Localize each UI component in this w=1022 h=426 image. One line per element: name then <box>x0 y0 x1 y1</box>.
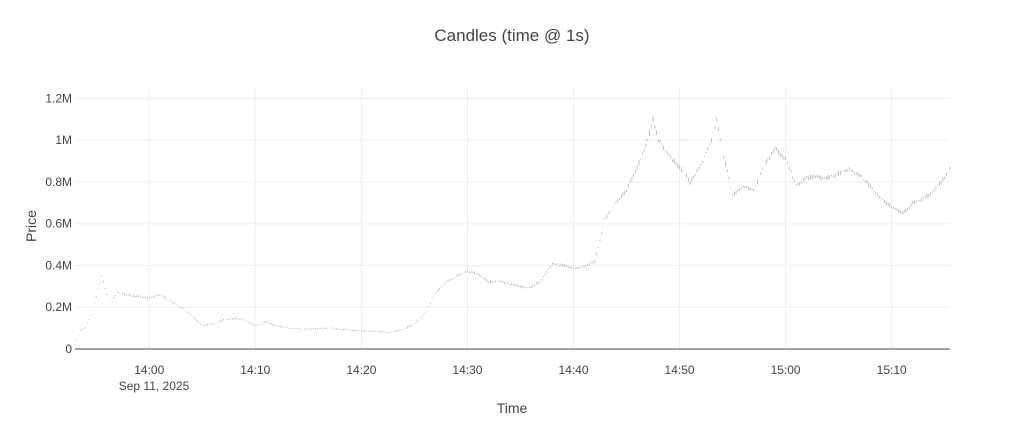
x-tick-label: 14:00 <box>134 363 164 377</box>
x-axis-title: Time <box>497 400 528 416</box>
x-tick-label: 15:10 <box>877 363 907 377</box>
candles-layer <box>74 116 951 346</box>
x-tick-label: 14:40 <box>558 363 588 377</box>
x-tick-label: 14:10 <box>240 363 270 377</box>
x-tick-label: 15:00 <box>771 363 801 377</box>
x-tick-label: 14:30 <box>452 363 482 377</box>
x-tick-label: 14:20 <box>346 363 376 377</box>
x-tick-label: 14:50 <box>665 363 695 377</box>
y-tick-label: 1M <box>55 133 72 147</box>
y-axis-ticks: 0 0.2M 0.4M 0.6M 0.8M 1M 1.2M <box>45 91 72 356</box>
y-tick-label: 0.4M <box>45 258 72 272</box>
x-date-label: Sep 11, 2025 <box>119 379 190 393</box>
y-tick-label: 1.2M <box>45 91 72 105</box>
y-tick-label: 0.6M <box>45 217 72 231</box>
y-tick-label: 0.8M <box>45 175 72 189</box>
gridlines <box>75 88 950 349</box>
y-tick-label: 0 <box>65 342 72 356</box>
x-axis-ticks: 14:00 14:10 14:20 14:30 14:40 14:50 15:00 15:10 <box>134 363 907 377</box>
y-axis-title: Price <box>23 210 39 242</box>
chart-title: Candles (time @ 1s) <box>434 26 589 45</box>
y-tick-label: 0.2M <box>45 300 72 314</box>
